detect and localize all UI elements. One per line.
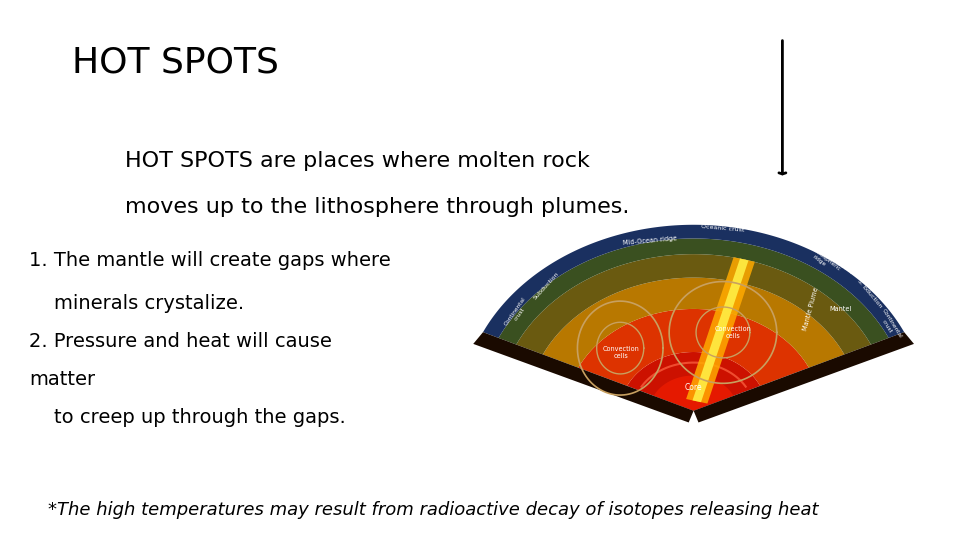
Text: *The high temperatures may result from radioactive decay of isotopes releasing h: *The high temperatures may result from r… bbox=[48, 501, 819, 519]
Text: Mid-Ocean ridge: Mid-Ocean ridge bbox=[622, 235, 677, 246]
Text: S. bduction: S. bduction bbox=[856, 278, 883, 308]
Text: Convection
cells: Convection cells bbox=[603, 346, 639, 359]
Text: HOT SPOTS are places where molten rock: HOT SPOTS are places where molten rock bbox=[125, 151, 589, 171]
Text: moves up to the lithosphere through plumes.: moves up to the lithosphere through plum… bbox=[125, 197, 629, 217]
Text: Hot spot: Hot spot bbox=[835, 261, 860, 279]
Text: Mantle Plume: Mantle Plume bbox=[803, 287, 820, 331]
Text: Asthenospheric
ridge: Asthenospheric ridge bbox=[800, 240, 842, 276]
Text: matter: matter bbox=[29, 370, 95, 389]
Polygon shape bbox=[692, 259, 749, 402]
Text: Subduction: Subduction bbox=[533, 271, 561, 300]
Polygon shape bbox=[693, 332, 914, 422]
Polygon shape bbox=[686, 257, 755, 403]
Polygon shape bbox=[498, 239, 889, 345]
Polygon shape bbox=[578, 309, 809, 386]
Polygon shape bbox=[473, 332, 693, 422]
Text: to creep up through the gaps.: to creep up through the gaps. bbox=[29, 408, 346, 427]
Text: Continental
crust: Continental crust bbox=[503, 296, 532, 330]
Polygon shape bbox=[483, 225, 904, 338]
Text: Core: Core bbox=[684, 383, 703, 391]
Polygon shape bbox=[627, 352, 760, 411]
Text: Oceanic crust: Oceanic crust bbox=[701, 224, 745, 233]
Polygon shape bbox=[654, 375, 733, 411]
Text: Convection
cells: Convection cells bbox=[714, 326, 751, 339]
Text: minerals crystalize.: minerals crystalize. bbox=[29, 294, 244, 313]
Text: 2. Pressure and heat will cause: 2. Pressure and heat will cause bbox=[29, 332, 331, 351]
Text: HOT SPOTS: HOT SPOTS bbox=[72, 46, 278, 80]
Text: Continental
crust: Continental crust bbox=[876, 307, 902, 342]
Text: Mantel: Mantel bbox=[829, 306, 852, 312]
Text: 1. The mantle will create gaps where: 1. The mantle will create gaps where bbox=[29, 251, 391, 270]
Polygon shape bbox=[542, 278, 845, 368]
Polygon shape bbox=[516, 254, 871, 354]
